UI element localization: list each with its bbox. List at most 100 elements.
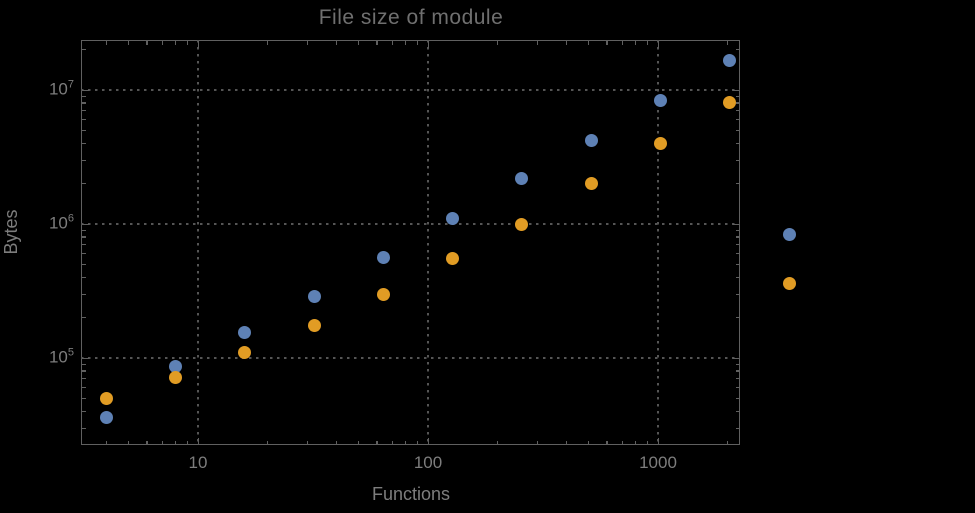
x-axis-tick [635,41,637,45]
y-axis-tick [736,110,740,112]
data-point-series-1-blue [169,359,183,373]
y-tick-label: 106 [48,212,74,233]
x-axis-tick [266,41,268,45]
y-axis-tick [82,427,86,429]
y-axis-tick [82,293,86,295]
y-axis-tick [82,397,86,400]
y-axis-tick [736,159,740,161]
grid-line-vertical [427,40,429,445]
y-axis-tick [736,142,740,144]
y-axis-tick [82,370,86,372]
y-axis-tick [736,253,740,255]
y-axis-tick [736,317,740,319]
data-point-series-2-orange [238,345,252,359]
x-axis-tick [358,41,360,45]
y-axis-tick [736,263,740,266]
y-axis-tick [82,119,86,121]
y-axis-tick [736,363,740,365]
data-point-series-1-blue [584,133,598,147]
data-point-series-1-blue [307,289,321,303]
x-axis-tick [105,41,108,45]
data-point-series-1-blue [515,171,529,185]
y-axis-tick [736,397,740,400]
x-axis-tick [416,41,419,45]
y-axis-tick [736,183,740,185]
x-axis-label: Functions [371,484,451,504]
x-axis-tick [161,441,164,445]
y-axis-tick [82,223,89,225]
x-axis-tick [537,41,539,45]
data-point-series-1-blue [99,410,113,424]
y-axis-tick [736,410,740,412]
y-axis-tick [82,410,86,412]
x-axis-tick [646,41,649,45]
data-point-series-2-orange [307,318,321,332]
grid-line-vertical [657,40,659,445]
x-axis-tick [726,441,728,445]
data-point-series-1-blue [376,251,390,265]
y-axis-tick [82,363,86,365]
x-axis-tick [537,441,539,445]
y-axis-tick [82,102,86,104]
y-axis-tick [82,49,86,51]
y-axis-tick [82,317,86,319]
x-axis-tick [657,41,659,48]
x-axis-tick [161,41,164,45]
x-axis-tick [175,41,177,45]
x-axis-tick [726,41,728,45]
grid-line-horizontal [81,89,740,91]
plot-title: File size of module [318,6,504,29]
data-point-series-2-orange [99,391,113,405]
y-axis-tick [82,276,86,278]
x-axis-tick [427,438,429,445]
x-axis-tick [266,441,268,445]
y-axis-tick [733,89,740,91]
y-axis-tick [736,129,740,132]
y-tick-label: 107 [48,78,74,99]
y-axis-tick [736,293,740,295]
x-axis-tick [391,441,394,445]
y-axis-tick [736,119,740,121]
plot-frame [81,40,740,445]
data-point-series-2-orange [723,96,737,110]
data-point-series-1-blue [723,53,737,67]
x-axis-tick [186,41,189,45]
y-axis-tick [733,357,740,359]
y-axis-tick [82,244,86,246]
x-axis-tick [197,438,199,445]
y-axis-tick [736,95,740,97]
y-axis-tick [733,223,740,225]
y-axis-tick [82,89,89,91]
x-axis-tick [175,441,177,445]
x-axis-tick [358,441,360,445]
y-axis-tick [736,244,740,246]
y-axis-tick [82,95,86,97]
x-tick-label: 10 [188,453,208,472]
data-point-series-2-orange [653,136,667,150]
y-axis-tick [82,110,86,112]
y-axis-tick [82,357,89,359]
data-point-series-2-orange [446,252,460,266]
y-axis-tick [736,102,740,104]
y-axis-label: Bytes [1,209,21,255]
x-axis-tick [186,441,189,445]
x-axis-tick [128,441,130,445]
x-axis-tick [657,438,659,445]
data-point-series-1-blue [446,211,460,225]
y-axis-tick [82,387,86,389]
y-axis-tick [736,427,740,429]
data-point-series-2-orange [376,287,390,301]
x-axis-tick [146,41,148,45]
y-axis-tick [736,229,740,231]
y-axis-tick [82,236,86,238]
x-axis-tick [588,41,590,45]
data-point-series-1-blue [238,325,252,339]
grid-line-horizontal [81,357,740,359]
legend-marker-series-2 [782,276,796,290]
data-point-series-2-orange [169,371,183,385]
y-axis-tick [82,159,86,161]
y-axis-tick [736,276,740,278]
y-axis-tick [736,387,740,389]
data-point-series-1-blue [653,94,667,108]
x-axis-tick [496,41,498,45]
